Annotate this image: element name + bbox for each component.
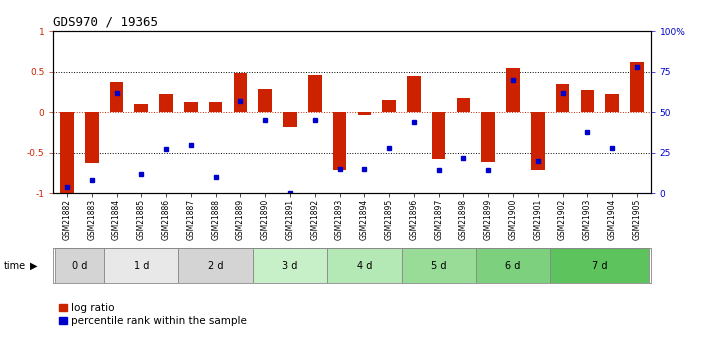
Bar xyxy=(109,82,123,112)
Bar xyxy=(327,248,402,283)
Bar xyxy=(209,101,223,112)
Text: GDS970 / 19365: GDS970 / 19365 xyxy=(53,16,159,29)
Bar xyxy=(630,62,643,112)
Bar xyxy=(531,112,545,170)
Bar xyxy=(407,77,421,112)
Bar xyxy=(60,112,74,193)
Bar xyxy=(55,248,104,283)
Text: 1 d: 1 d xyxy=(134,261,149,270)
Bar xyxy=(178,248,253,283)
Text: 3 d: 3 d xyxy=(282,261,298,270)
Text: 2 d: 2 d xyxy=(208,261,223,270)
Bar xyxy=(506,68,520,112)
Bar xyxy=(605,94,619,112)
Text: 4 d: 4 d xyxy=(357,261,372,270)
Bar xyxy=(134,104,148,112)
Bar xyxy=(481,112,495,162)
Bar xyxy=(159,94,173,112)
Bar xyxy=(358,112,371,115)
Bar xyxy=(333,112,346,170)
Bar xyxy=(308,75,321,112)
Bar xyxy=(383,100,396,112)
Bar xyxy=(432,112,446,159)
Bar xyxy=(258,89,272,112)
Bar xyxy=(402,248,476,283)
Text: 5 d: 5 d xyxy=(431,261,447,270)
Bar xyxy=(556,84,570,112)
Bar xyxy=(581,90,594,112)
Bar xyxy=(184,102,198,112)
Bar xyxy=(283,112,296,127)
Legend: log ratio, percentile rank within the sample: log ratio, percentile rank within the sa… xyxy=(58,303,247,326)
Bar xyxy=(85,112,99,163)
Text: time: time xyxy=(4,261,26,270)
Bar xyxy=(456,98,470,112)
Text: 0 d: 0 d xyxy=(72,261,87,270)
Bar xyxy=(476,248,550,283)
Bar xyxy=(550,248,649,283)
Bar xyxy=(253,248,327,283)
Bar xyxy=(234,73,247,112)
Bar xyxy=(104,248,178,283)
Text: ▶: ▶ xyxy=(30,261,38,270)
Text: 7 d: 7 d xyxy=(592,261,607,270)
Text: 6 d: 6 d xyxy=(506,261,520,270)
